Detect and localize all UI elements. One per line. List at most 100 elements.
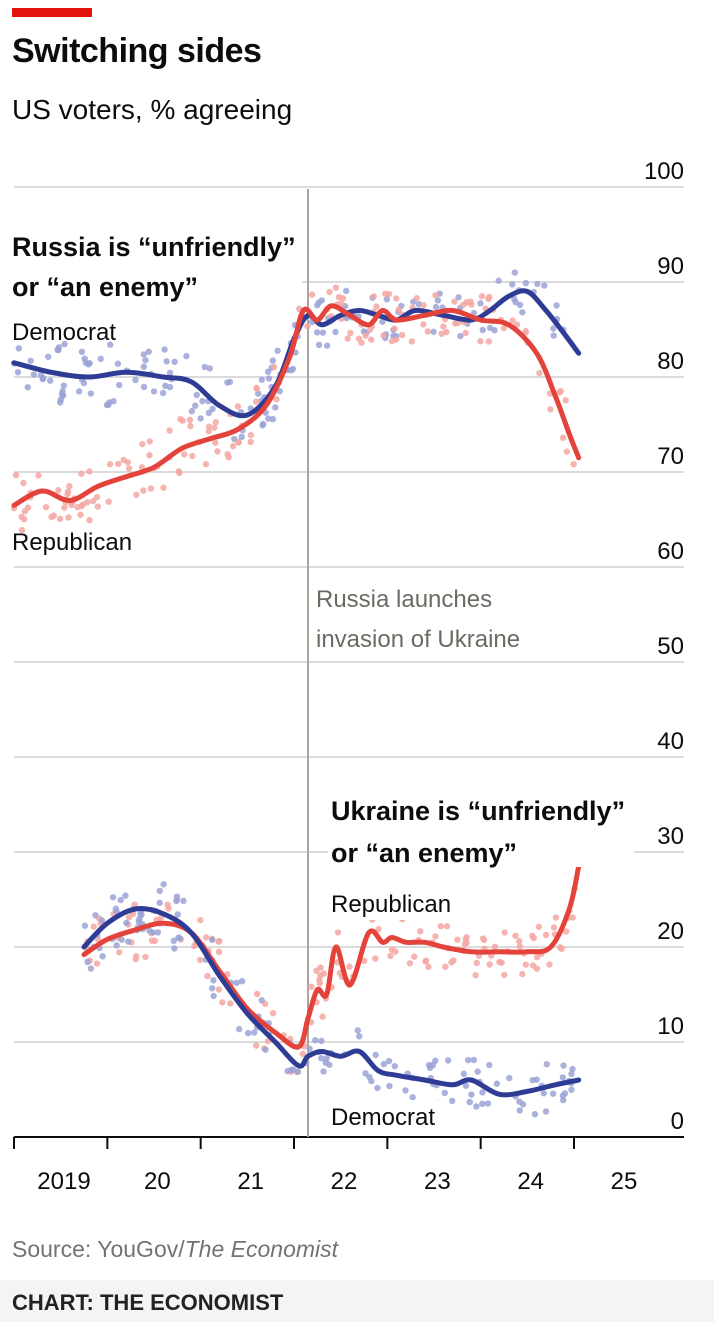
poll-dot [541, 282, 548, 289]
poll-dot [562, 928, 570, 935]
poll-dot [224, 450, 231, 458]
poll-dot [18, 526, 26, 534]
label-background [328, 888, 466, 920]
poll-dot [509, 281, 516, 288]
label-background [10, 230, 302, 302]
poll-dot [92, 911, 99, 919]
poll-dot [448, 959, 455, 966]
poll-dot [512, 932, 519, 939]
poll-dot [253, 384, 260, 392]
poll-dot [76, 388, 83, 395]
poll-dot [264, 368, 272, 375]
y-tick-label: 0 [671, 1108, 684, 1135]
poll-dot [313, 329, 321, 336]
poll-dot [385, 1057, 393, 1065]
x-tick-label: 21 [237, 1168, 264, 1195]
poll-dot [468, 1091, 475, 1098]
poll-dot [133, 953, 140, 960]
poll-dot [535, 923, 543, 930]
poll-dot [304, 322, 311, 330]
poll-dot [270, 363, 278, 371]
poll-dot [173, 893, 181, 900]
poll-dot [131, 901, 138, 908]
poll-dot [166, 383, 174, 391]
poll-dot [355, 335, 363, 342]
poll-dot [562, 397, 569, 404]
label-background [328, 795, 634, 867]
poll-dot [470, 1056, 478, 1064]
poll-dot [97, 355, 104, 363]
poll-dot [265, 375, 273, 382]
poll-dot [175, 468, 183, 475]
poll-dot [174, 911, 181, 918]
poll-dot [163, 358, 170, 365]
poll-dot [432, 303, 440, 311]
poll-dot [115, 460, 122, 468]
poll-dot [409, 1094, 416, 1101]
poll-dot [323, 342, 331, 349]
poll-dot [560, 1062, 567, 1069]
poll-dot [181, 451, 188, 458]
poll-dot [319, 329, 327, 336]
poll-dot [170, 937, 177, 945]
poll-dot [138, 911, 145, 919]
poll-dot [78, 348, 86, 356]
poll-dot [485, 295, 492, 303]
poll-dot [484, 1100, 492, 1107]
poll-dot [186, 416, 194, 424]
poll-dot [112, 905, 120, 912]
source-prefix: Source: YouGov/ [12, 1236, 185, 1262]
poll-dot [477, 338, 484, 345]
poll-dot [24, 384, 31, 391]
poll-dot [272, 404, 279, 411]
x-tick-label: 24 [517, 1168, 544, 1195]
poll-dot [61, 504, 68, 511]
poll-dot [235, 439, 242, 446]
poll-dot [21, 516, 28, 523]
x-tick-label: 23 [424, 1168, 451, 1195]
poll-dot [549, 1090, 557, 1097]
poll-dot [432, 933, 439, 940]
poll-dot [420, 321, 427, 328]
poll-dot [392, 948, 399, 955]
poll-dot [229, 442, 237, 450]
poll-dot [233, 979, 240, 987]
poll-dot [90, 923, 97, 930]
poll-dot [495, 277, 502, 284]
poll-dot [196, 956, 204, 964]
chart-subtitle: US voters, % agreeing [12, 94, 293, 125]
poll-dot [443, 923, 451, 930]
poll-dot [116, 381, 123, 389]
poll-dot [99, 953, 106, 960]
poll-dot [542, 1108, 550, 1115]
panel-title-russia-line1: Russia is “unfriendly” [12, 232, 296, 262]
poll-dot [132, 376, 139, 384]
series-label-democrat-russia: Democrat [12, 319, 116, 346]
poll-dot [312, 1037, 319, 1044]
poll-dot [315, 341, 323, 349]
poll-dot [308, 291, 316, 298]
poll-dot [189, 452, 196, 460]
poll-dot [247, 438, 254, 446]
poll-dot [202, 934, 210, 941]
poll-dot [501, 971, 508, 979]
poll-dot [117, 896, 124, 904]
poll-dot [125, 914, 133, 921]
poll-dot [274, 347, 281, 354]
poll-dot [498, 959, 505, 966]
poll-dot [146, 438, 153, 445]
poll-dot [166, 369, 174, 377]
poll-dot [204, 972, 211, 980]
poll-dot [208, 936, 216, 943]
poll-dot [87, 390, 94, 397]
poll-dot [94, 503, 102, 510]
poll-dot [66, 482, 73, 490]
poll-dot [368, 336, 375, 343]
credit-bar: CHART: THE ECONOMIST [0, 1280, 714, 1322]
x-tick-label: 2019 [37, 1168, 90, 1195]
poll-dot [288, 367, 295, 374]
poll-dot [372, 955, 379, 962]
poll-dot [224, 379, 231, 386]
poll-dot [171, 945, 178, 952]
poll-dot [269, 1009, 277, 1017]
